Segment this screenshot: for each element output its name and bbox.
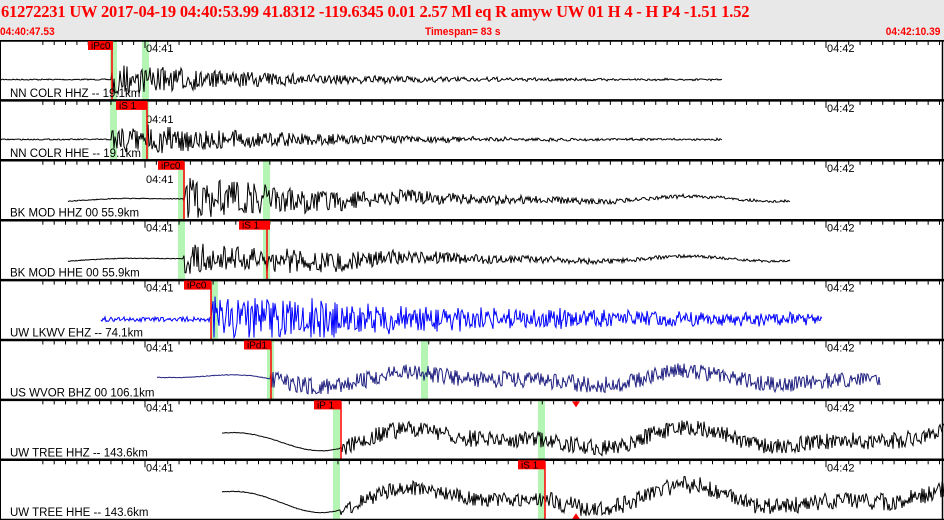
timespan: Timespan= 83 s xyxy=(425,26,501,38)
channel-label: UW TREE HHE -- 143.6km xyxy=(10,507,148,519)
time-label: 04:42 xyxy=(827,462,855,474)
pick-window xyxy=(142,99,149,160)
channel-panel[interactable]: 04:41 04:42 iPc0 UW LKWV EHZ -- 74.1km xyxy=(0,278,944,340)
waveform-trace xyxy=(100,296,823,340)
channel-panel[interactable]: 04:41 04:42 iPd1 US WVOR BHZ 00 106.1km xyxy=(0,338,944,400)
pick-window xyxy=(538,459,545,520)
waveform-trace xyxy=(67,243,791,274)
channel-label: BK MOD HHZ 00 55.9km xyxy=(10,208,139,220)
pick-label: iPc0 xyxy=(187,281,207,292)
waveform-trace xyxy=(221,420,944,457)
pick-window xyxy=(538,399,545,460)
time-label: 04:42 xyxy=(827,283,855,295)
pick-window xyxy=(178,219,185,280)
start-time: 04:40:47.53 xyxy=(0,26,55,38)
channel-label: UW LKWV EHZ -- 74.1km xyxy=(10,328,143,340)
pick-label-box[interactable] xyxy=(88,41,113,50)
pick-window xyxy=(421,339,428,400)
pick-window xyxy=(333,399,340,460)
channel-label: UW TREE HHZ -- 143.6km xyxy=(10,447,148,459)
pick-label-box[interactable] xyxy=(314,400,341,410)
channel-panel[interactable]: 04:41 04:42 iPc0 BK MOD HHZ 00 55.9km xyxy=(0,159,944,220)
time-label: 04:42 xyxy=(827,103,855,115)
pick-window xyxy=(333,459,340,520)
time-label: 04:41 xyxy=(146,174,174,186)
waveform-trace xyxy=(156,363,881,395)
time-label: 04:42 xyxy=(827,163,855,175)
pick-window xyxy=(110,40,117,100)
time-label: 04:42 xyxy=(827,223,855,235)
pick-label: iPd1 xyxy=(247,341,267,352)
pick-label: iP 1 xyxy=(317,400,334,411)
pick-label-box[interactable] xyxy=(239,220,270,230)
pick-label: iS 1 xyxy=(521,460,539,471)
time-label: 04:42 xyxy=(827,402,855,414)
pick-window xyxy=(178,159,185,220)
waveform-trace xyxy=(67,177,791,218)
channel-label: BK MOD HHE 00 55.9km xyxy=(10,268,140,280)
pick-label: iPc0 xyxy=(91,41,111,52)
time-label: 04:41 xyxy=(146,402,174,414)
time-label: 04:42 xyxy=(827,43,855,55)
event-summary: 61272231 UW 2017-04-19 04:40:53.99 41.83… xyxy=(1,2,750,21)
pick-label-box[interactable] xyxy=(184,280,211,290)
pick-label-box[interactable] xyxy=(244,340,271,350)
channel-label: NN COLR HHE -- 19.1km xyxy=(10,148,141,160)
pick-label-box[interactable] xyxy=(518,460,545,470)
waveform-trace xyxy=(0,124,723,154)
pick-window xyxy=(110,99,117,160)
end-time: 04:42:10.39 xyxy=(885,26,940,38)
channel-panel[interactable]: 04:41 04:42 iS 1 BK MOD HHE 00 55.9km xyxy=(0,218,944,280)
event-header: 61272231 UW 2017-04-19 04:40:53.99 41.83… xyxy=(0,0,944,40)
channel-panel[interactable]: 04:41 04:42 iS 1 UW TREE HHE -- 143.6km xyxy=(0,458,944,520)
time-label: 04:41 xyxy=(146,462,174,474)
pick-label: iPc0 xyxy=(161,161,181,172)
pick-label-box[interactable] xyxy=(158,160,184,170)
channel-panel[interactable]: 04:41 04:42 iS 1 NN COLR HHE -- 19.1km xyxy=(0,99,944,160)
channel-label: NN COLR HHZ -- 19.1km xyxy=(10,88,140,100)
time-label: 04:41 xyxy=(146,223,174,235)
time-label: 04:41 xyxy=(146,43,174,55)
time-label: 04:42 xyxy=(827,343,855,355)
time-label: 04:41 xyxy=(146,114,174,126)
waveform-trace xyxy=(221,475,944,517)
waveform-trace xyxy=(0,65,723,96)
channel-label: US WVOR BHZ 00 106.1km xyxy=(10,387,154,399)
amplitude-marker-icon xyxy=(572,513,580,520)
amplitude-marker-icon xyxy=(572,401,580,408)
time-label: 04:41 xyxy=(146,343,174,355)
pick-label: iS 1 xyxy=(119,101,137,112)
pick-label-box[interactable] xyxy=(116,100,147,110)
pick-label: iS 1 xyxy=(242,221,260,232)
time-label: 04:41 xyxy=(146,283,174,295)
channel-panel[interactable]: 04:41 04:42 iPc0 NN COLR HHZ -- 19.1km xyxy=(0,40,944,100)
pick-window xyxy=(142,40,149,100)
channel-panel[interactable]: 04:41 04:42 iP 1 UW TREE HHZ -- 143.6km xyxy=(0,398,944,460)
